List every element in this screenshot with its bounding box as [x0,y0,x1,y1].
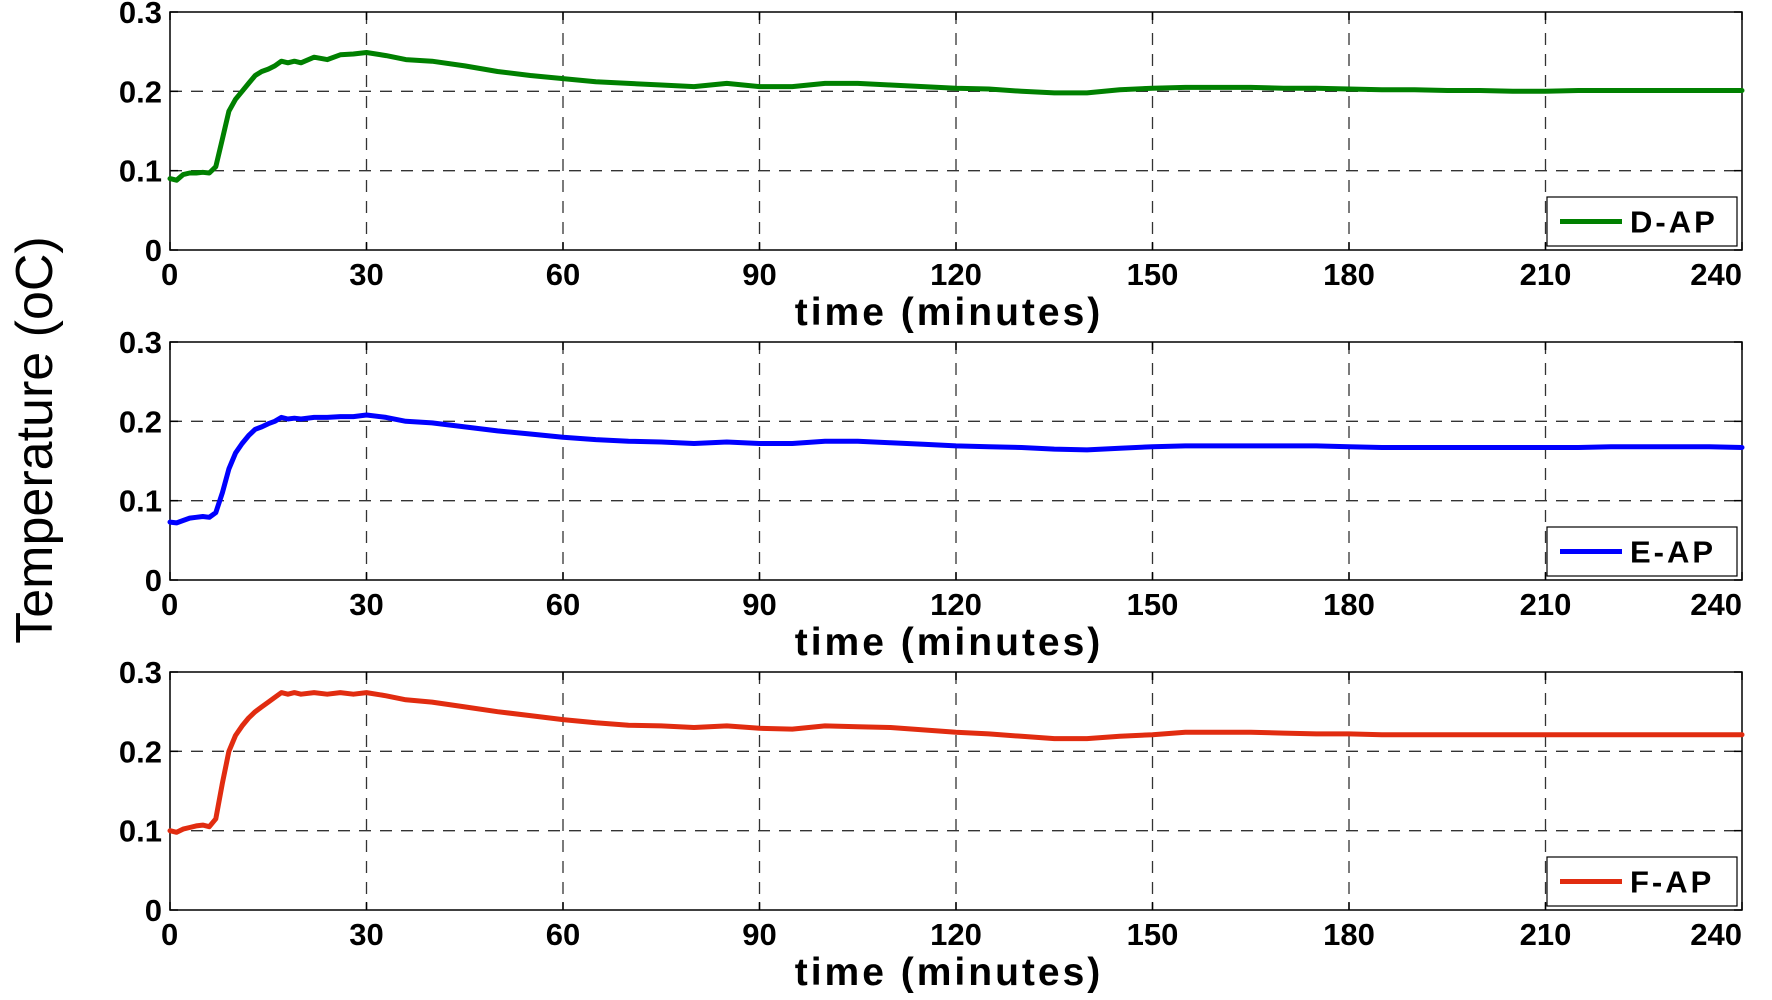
legend: E-AP [1546,526,1738,577]
plot-area [169,671,1743,911]
x-tick-label: 30 [349,587,383,622]
x-tick-label: 0 [161,587,178,622]
y-tick-label: 0 [145,233,162,268]
x-tick-label: 210 [1520,917,1572,952]
x-tick-label: 90 [742,917,776,952]
x-tick-label: 90 [742,257,776,292]
y-tick-label: 0.3 [119,0,162,30]
x-axis-label: time (minutes) [795,621,1104,664]
x-tick-label: 150 [1127,917,1179,952]
y-tick-label: 0.2 [119,734,162,769]
x-axis-label: time (minutes) [795,951,1104,994]
x-tick-label: 60 [546,587,580,622]
x-tick-label: 30 [349,917,383,952]
y-tick-label: 0.1 [119,484,162,519]
x-tick-label: 240 [1690,587,1742,622]
series-line-d-ap [167,50,1745,183]
legend-label: E-AP [1630,535,1716,570]
x-tick-label: 240 [1690,917,1742,952]
x-tick-label: 60 [546,917,580,952]
x-tick-label: 180 [1323,917,1375,952]
x-tick-label: 120 [930,257,982,292]
legend-label: F-AP [1630,865,1714,900]
x-tick-label: 210 [1520,257,1572,292]
y-tick-label: 0.2 [119,74,162,109]
legend-label: D-AP [1630,205,1718,240]
x-tick-label: 180 [1323,587,1375,622]
y-axis-label: Temperature (oC) [6,236,64,643]
x-tick-label: 150 [1127,257,1179,292]
x-tick-label: 60 [546,257,580,292]
x-tick-label: 180 [1323,257,1375,292]
plot-area [169,341,1743,581]
legend: F-AP [1546,856,1738,907]
x-tick-label: 120 [930,587,982,622]
y-tick-label: 0 [145,893,162,928]
x-tick-label: 120 [930,917,982,952]
chart-panel-1: 0 30 60 90 120 150 180 210 240 0 0.1 0.2 0.3 time (mi… [119,0,1745,334]
x-tick-label: 150 [1127,587,1179,622]
legend: D-AP [1546,196,1738,247]
x-tick-label: 210 [1520,587,1572,622]
y-tick-label: 0.3 [119,325,162,360]
x-tick-label: 90 [742,587,776,622]
y-tick-label: 0.3 [119,655,162,690]
y-tick-label: 0.1 [119,814,162,849]
x-tick-label: 30 [349,257,383,292]
x-tick-label: 0 [161,917,178,952]
y-tick-label: 0.1 [119,154,162,189]
x-tick-label: 240 [1690,257,1742,292]
plot-area [169,11,1743,251]
x-tick-label: 0 [161,257,178,292]
x-axis-label: time (minutes) [795,291,1104,334]
y-tick-label: 0 [145,563,162,598]
y-tick-label: 0.2 [119,404,162,439]
series-line-f-ap [167,690,1745,835]
chart-panel-2: 0 30 60 90 120 150 180 210 240 0 0.1 0.2 0.3 time (mi… [119,325,1745,664]
panels-container: 0 30 60 90 120 150 180 210 240 0 0.1 0.2 0.3 time (mi… [119,0,1745,994]
series-line-e-ap [167,412,1745,526]
chart-panel-3: 0 30 60 90 120 150 180 210 240 0 0.1 0.2 0.3 time (mi… [119,655,1745,994]
